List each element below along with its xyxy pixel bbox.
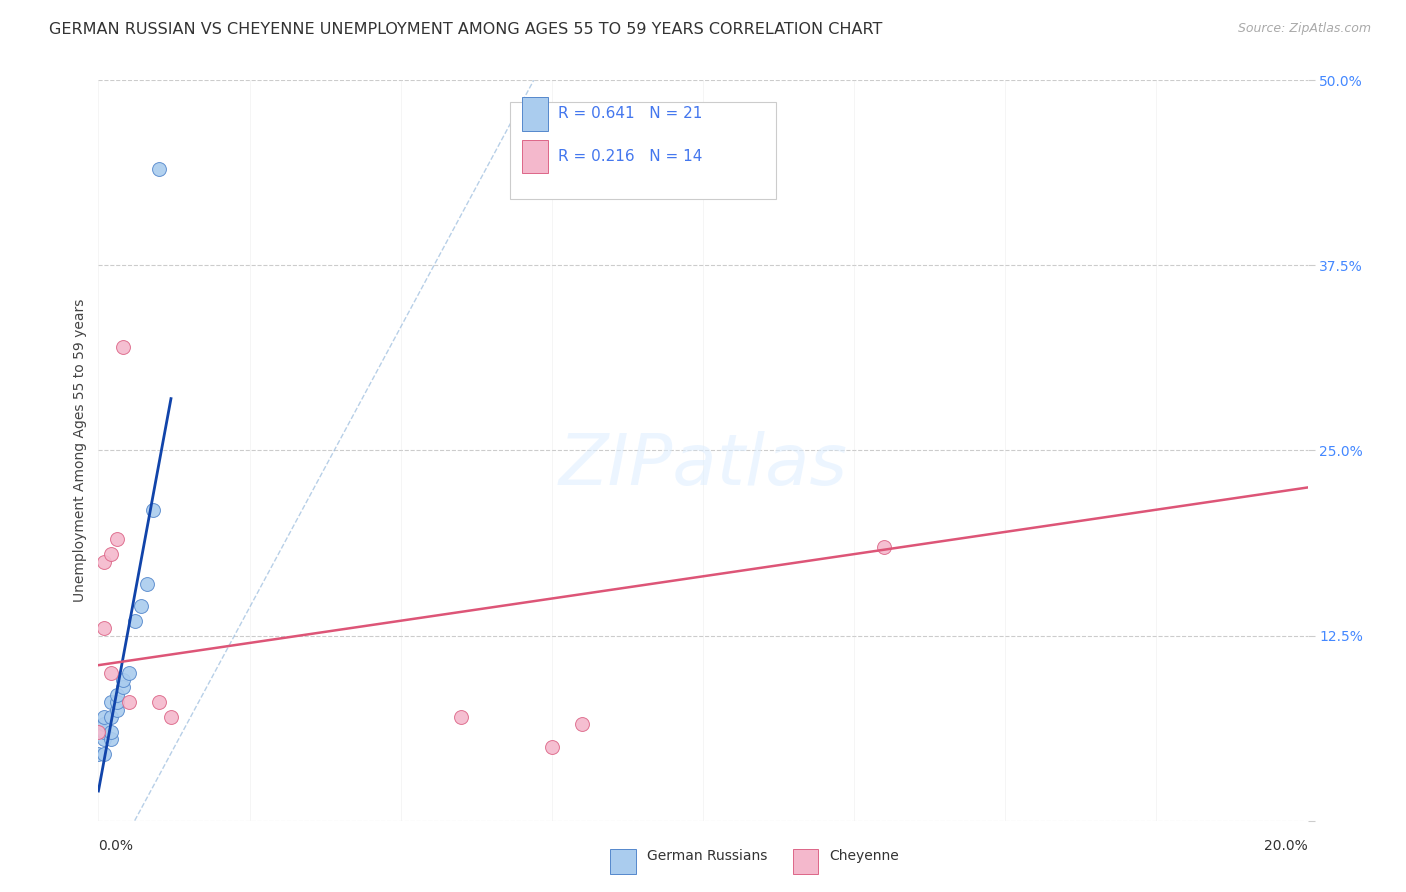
Point [93,555,115,569]
Point [111,340,134,354]
Point [124,614,146,628]
Text: R = 0.216   N = 14: R = 0.216 N = 14 [558,149,702,163]
Point [105,533,128,547]
Text: Cheyenne: Cheyenne [830,849,900,863]
Point [87,747,110,761]
Text: ZIPatlas: ZIPatlas [558,431,848,500]
Point [540,739,562,754]
Text: R = 0.641   N = 21: R = 0.641 N = 21 [558,106,702,121]
Point [571,717,593,731]
Point [105,695,128,709]
Point [100,710,122,724]
Point [100,665,122,680]
Point [111,681,134,695]
Text: 20.0%: 20.0% [1264,839,1308,854]
Point [93,710,115,724]
Point [100,547,122,561]
FancyBboxPatch shape [522,139,548,173]
Point [148,162,170,177]
Point [129,599,152,613]
Point [160,710,183,724]
Point [87,724,110,739]
Point [93,621,115,635]
Point [105,703,128,717]
Point [873,540,896,554]
FancyBboxPatch shape [793,849,818,874]
Text: GERMAN RUSSIAN VS CHEYENNE UNEMPLOYMENT AMONG AGES 55 TO 59 YEARS CORRELATION CH: GERMAN RUSSIAN VS CHEYENNE UNEMPLOYMENT … [49,22,883,37]
Point [148,695,170,709]
Point [93,724,115,739]
Text: 0.0%: 0.0% [98,839,134,854]
FancyBboxPatch shape [522,97,548,130]
Point [118,695,141,709]
Point [100,724,122,739]
Point [105,688,128,702]
Text: Source: ZipAtlas.com: Source: ZipAtlas.com [1237,22,1371,36]
Point [93,747,115,761]
Point [93,717,115,731]
FancyBboxPatch shape [509,103,776,199]
Point [100,732,122,747]
Text: German Russians: German Russians [647,849,768,863]
Point [93,732,115,747]
Point [142,502,165,516]
Point [135,576,157,591]
FancyBboxPatch shape [610,849,636,874]
Point [111,673,134,687]
Point [118,665,141,680]
Point [100,695,122,709]
Y-axis label: Unemployment Among Ages 55 to 59 years: Unemployment Among Ages 55 to 59 years [73,299,87,602]
Point [450,710,472,724]
